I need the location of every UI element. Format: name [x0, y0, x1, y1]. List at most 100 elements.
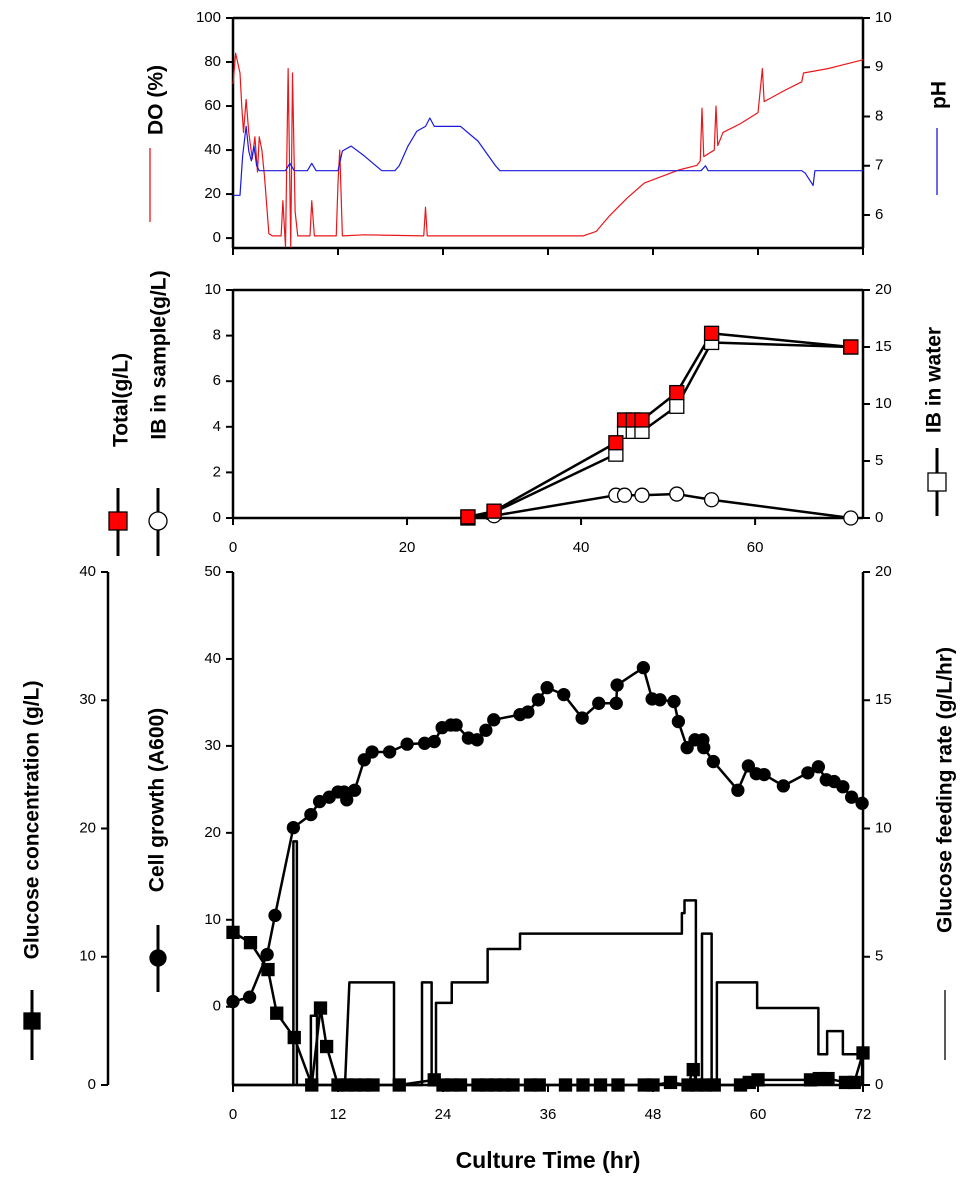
- legend-marker: [148, 511, 168, 531]
- y2-tick-label: 15: [875, 338, 892, 355]
- data-point: [680, 740, 694, 755]
- data-point: [226, 925, 240, 940]
- data-point: [703, 325, 720, 341]
- legend-label: DO (%): [145, 65, 168, 135]
- data-point: [757, 767, 771, 782]
- series-line: [467, 332, 851, 519]
- legend-label: Total(g/L): [110, 353, 133, 447]
- y2-tick-label: 5: [875, 948, 883, 965]
- data-point: [506, 1078, 520, 1092]
- y2-tick-label: 10: [875, 9, 892, 26]
- x-tick-label: 36: [540, 1106, 557, 1123]
- data-point: [532, 1078, 546, 1092]
- y-tick-label: 2: [213, 463, 221, 480]
- y-tick-label: 40: [204, 650, 221, 667]
- data-point: [646, 1078, 660, 1092]
- y-tick-label: 10: [204, 281, 221, 298]
- data-point: [558, 1078, 573, 1092]
- data-point: [671, 714, 686, 729]
- y2-tick-label: 8: [875, 107, 883, 124]
- data-point: [479, 723, 493, 737]
- series-line: [233, 117, 863, 196]
- y-tick-label: 0: [213, 229, 221, 246]
- y-tick-label: 0: [213, 509, 221, 526]
- data-point: [610, 678, 624, 692]
- data-point: [707, 1078, 721, 1092]
- series-line: [233, 840, 864, 1087]
- data-point: [575, 711, 589, 725]
- legend-label: IB in water: [923, 327, 946, 433]
- legend-marker: [927, 472, 947, 492]
- x-tick-label: 0: [229, 539, 237, 556]
- legend-marker: [149, 949, 167, 967]
- data-point: [706, 754, 721, 769]
- legend-label: IB in sample(g/L): [148, 270, 171, 439]
- data-point: [486, 503, 502, 519]
- legend-marker: [108, 511, 128, 531]
- data-point: [697, 740, 711, 755]
- y2-tick-label: 20: [875, 563, 892, 580]
- data-point: [663, 1075, 678, 1090]
- data-point: [609, 696, 623, 710]
- data-point: [340, 793, 354, 807]
- data-point: [653, 693, 667, 707]
- y2-tick-label: 10: [875, 395, 892, 412]
- y3-tick-label: 20: [79, 819, 96, 836]
- y-tick-label: 100: [196, 9, 221, 26]
- data-point: [400, 737, 414, 751]
- data-point: [801, 766, 815, 780]
- data-point: [427, 734, 441, 749]
- y2-tick-label: 7: [875, 157, 883, 174]
- y2-tick-label: 15: [875, 691, 892, 708]
- y2-tick-label: 0: [875, 1076, 883, 1093]
- data-point: [521, 705, 535, 719]
- data-point: [319, 1039, 334, 1054]
- y-tick-label: 10: [204, 911, 221, 928]
- data-point: [751, 1073, 765, 1087]
- x-tick-label: 48: [645, 1106, 662, 1123]
- y3-tick-label: 10: [79, 948, 96, 965]
- data-point: [487, 713, 501, 727]
- data-point: [856, 1046, 870, 1060]
- data-point: [392, 1078, 406, 1092]
- x-tick-label: 72: [855, 1106, 872, 1123]
- data-point: [531, 693, 546, 707]
- legend-marker: [23, 1012, 41, 1030]
- y3-tick-label: 30: [79, 691, 96, 708]
- x-tick-label: 60: [747, 539, 764, 556]
- data-point: [847, 1075, 861, 1090]
- data-point: [268, 908, 282, 923]
- legend-label: Cell growth (A600): [146, 708, 169, 892]
- data-point: [557, 687, 571, 702]
- data-point: [540, 680, 554, 695]
- y-tick-label: 50: [204, 563, 221, 580]
- data-point: [382, 745, 397, 759]
- data-point: [703, 492, 720, 508]
- data-point: [366, 1078, 380, 1092]
- y2-tick-label: 9: [875, 58, 883, 75]
- data-point: [741, 759, 756, 773]
- x-axis-title: Culture Time (hr): [456, 1147, 641, 1173]
- y-tick-label: 20: [204, 824, 221, 841]
- data-point: [686, 1062, 700, 1077]
- data-point: [836, 780, 850, 794]
- y-tick-label: 40: [204, 141, 221, 158]
- y2-tick-label: 6: [875, 206, 883, 223]
- y2-tick-label: 0: [875, 509, 883, 526]
- data-point: [313, 1001, 328, 1015]
- y-tick-label: 4: [213, 418, 221, 435]
- data-point: [843, 339, 859, 355]
- data-point: [242, 990, 257, 1004]
- data-point: [470, 733, 484, 747]
- legend-label: pH: [928, 81, 951, 109]
- data-point: [305, 1078, 319, 1092]
- x-tick-label: 12: [330, 1106, 347, 1123]
- data-point: [844, 790, 859, 804]
- legend-label: Glucose concentration (g/L): [21, 681, 44, 960]
- data-point: [453, 1078, 468, 1092]
- data-point: [669, 384, 685, 401]
- data-point: [304, 807, 318, 822]
- x-tick-label: 40: [573, 539, 590, 556]
- y-tick-label: 20: [204, 185, 221, 202]
